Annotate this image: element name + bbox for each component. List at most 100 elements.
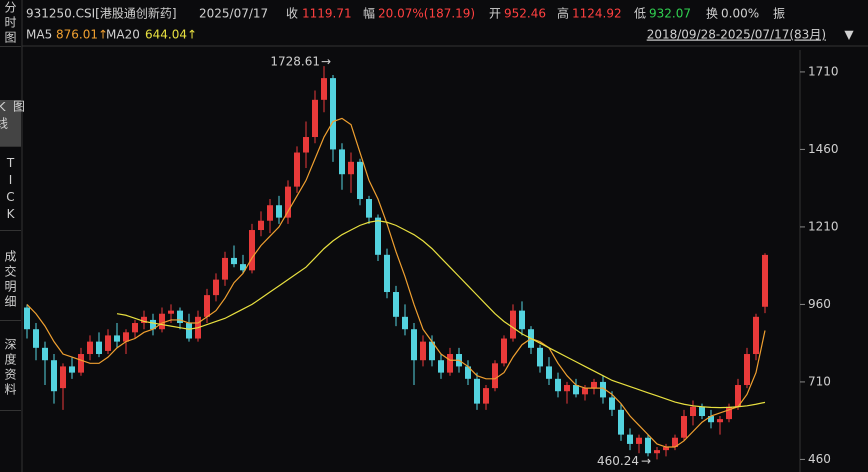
candle-body [339, 149, 345, 175]
menu-item[interactable]: 成交明细 [0, 240, 21, 321]
candle-body [744, 354, 750, 386]
candle-body [96, 341, 102, 355]
candle-body [249, 230, 255, 271]
candle-body [186, 323, 192, 339]
candle-body [564, 385, 570, 392]
candle-body [627, 434, 633, 444]
candle-body [69, 366, 75, 373]
candle-body [465, 366, 471, 379]
candle-body [699, 406, 705, 417]
candle-body [348, 161, 354, 175]
y-tick-label: 460 [808, 452, 831, 466]
candle-body [141, 316, 147, 324]
menu-item[interactable]: 深度资料 [0, 325, 21, 411]
candle-body [114, 335, 120, 342]
candle-body [708, 416, 714, 423]
candle-body [132, 323, 138, 333]
candle-body [87, 341, 93, 355]
candle-body [258, 220, 264, 231]
candle-body [555, 378, 561, 392]
candle-body [330, 78, 336, 150]
candle-body [519, 310, 525, 330]
candle-body [366, 199, 372, 218]
label: 幅 [363, 6, 375, 21]
candle-body [645, 437, 651, 454]
legend-value: 644.04↑ [145, 28, 197, 42]
candle-body [546, 366, 552, 379]
value: 1119.71 [302, 7, 352, 21]
candle-body [672, 437, 678, 448]
candle-body [393, 292, 399, 317]
candle-body [654, 450, 660, 454]
candle-body [177, 310, 183, 324]
label: 开 [489, 7, 501, 21]
candle-body [483, 388, 489, 404]
menu-item[interactable]: K线图 [0, 100, 26, 147]
y-tick-label: 1210 [808, 219, 839, 233]
label: 低 [634, 7, 646, 21]
candle-body [474, 378, 480, 404]
candle-body [537, 347, 543, 367]
label: 换 [706, 7, 718, 21]
candle-body [753, 316, 759, 355]
candle-body [150, 319, 156, 330]
candle-body [402, 316, 408, 330]
legend-value: 876.01↑ [56, 28, 108, 42]
candle-body [303, 137, 309, 153]
candle-body [276, 205, 282, 218]
candle-body [501, 338, 507, 364]
scroll-arrow[interactable]: ▼ [844, 28, 854, 42]
candle-body [60, 366, 66, 389]
candle-body [447, 354, 453, 373]
candle-body [267, 205, 273, 221]
candle-body [420, 341, 426, 361]
candle-body [726, 406, 732, 420]
candle-body [438, 360, 444, 373]
candle-body [213, 279, 219, 296]
candle-body [636, 437, 642, 444]
candle-body [591, 381, 597, 389]
candle-body [168, 310, 174, 314]
candle-body [663, 447, 669, 451]
candle-body [717, 419, 723, 423]
candle-body [42, 347, 48, 361]
candle-body [681, 416, 687, 438]
candle-body [222, 257, 228, 280]
candle-body [24, 307, 30, 330]
date-range[interactable]: 2018/09/28-2025/07/17(83月) [647, 28, 826, 42]
label: 振 [773, 7, 785, 21]
label: 高 [557, 6, 569, 21]
candle-body [429, 341, 435, 361]
candle-body [204, 295, 210, 317]
y-tick-label: 960 [808, 297, 831, 311]
candle-body [384, 254, 390, 293]
date: 2025/07/17 [199, 7, 268, 21]
low-annotation: 460.24 [597, 454, 639, 468]
menu-item[interactable]: 分时图 [0, 0, 21, 47]
value: 952.46 [504, 7, 546, 21]
candle-body [762, 254, 768, 307]
candle-body [618, 409, 624, 435]
candle-body [321, 78, 327, 100]
candle-body [609, 397, 615, 410]
arrow: → [641, 454, 651, 468]
candle-body [294, 152, 300, 187]
arrow: → [321, 55, 331, 69]
ma-line [116, 220, 766, 409]
legend-label: MA20 [106, 28, 140, 42]
code: 931250.CSI[港股通创新药] [26, 6, 177, 21]
menu-item[interactable]: TICK [0, 150, 21, 231]
candle-body [375, 217, 381, 255]
label: 收 [286, 7, 298, 21]
candle-body [51, 360, 57, 392]
y-tick-label: 1460 [808, 142, 839, 156]
candle-body [105, 335, 111, 351]
y-tick-label: 1710 [808, 64, 839, 78]
candle-body [78, 354, 84, 373]
candle-body [33, 329, 39, 348]
candle-body [231, 257, 237, 265]
candle-body [312, 99, 318, 138]
candle-body [582, 388, 588, 395]
candle-body [600, 381, 606, 398]
